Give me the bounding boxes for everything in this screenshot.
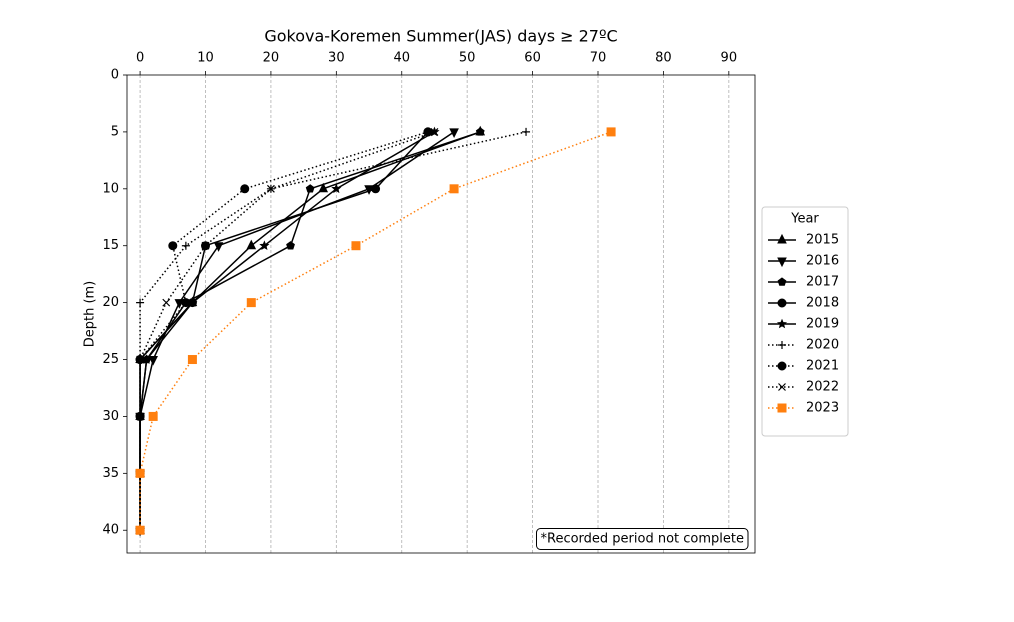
marker xyxy=(777,277,787,286)
legend-title: Year xyxy=(790,212,819,227)
legend-label: 2021 xyxy=(806,359,839,374)
annotation-box xyxy=(536,528,749,550)
series-line xyxy=(139,131,612,531)
y-axis-label: Depth (m) xyxy=(83,281,98,348)
marker xyxy=(187,355,197,365)
x-tick-label: 30 xyxy=(328,51,345,66)
marker xyxy=(181,241,190,250)
x-tick-label: 40 xyxy=(393,51,410,66)
marker xyxy=(213,242,224,252)
marker xyxy=(777,403,787,413)
marker xyxy=(246,298,256,308)
marker xyxy=(777,298,787,308)
y-tick-label: 0 xyxy=(111,68,119,83)
marker xyxy=(331,183,342,194)
marker xyxy=(606,127,616,137)
y-tick-label: 35 xyxy=(102,466,119,481)
series-line xyxy=(139,131,429,531)
marker xyxy=(778,383,786,391)
legend-label: 2016 xyxy=(806,254,839,269)
y-tick-label: 5 xyxy=(111,124,119,139)
x-tick-label: 90 xyxy=(721,51,738,66)
legend-label: 2018 xyxy=(806,296,839,311)
marker xyxy=(181,298,191,308)
annotation: *Recorded period not complete xyxy=(541,532,745,547)
plot-frame xyxy=(126,74,756,554)
x-tick-label: 10 xyxy=(197,51,214,66)
y-tick-label: 15 xyxy=(102,238,119,253)
marker xyxy=(174,299,185,309)
x-tick-label: 70 xyxy=(590,51,607,66)
legend-label: 2023 xyxy=(806,401,839,416)
marker xyxy=(778,341,786,349)
marker xyxy=(371,184,381,194)
y-tick-label: 40 xyxy=(102,523,119,538)
y-tick-label: 30 xyxy=(102,409,119,424)
marker xyxy=(423,127,433,137)
chart-title: Gokova-Koremen Summer(JAS) days ≥ 27ºC xyxy=(264,27,617,46)
marker xyxy=(522,127,531,136)
marker xyxy=(777,233,787,244)
marker xyxy=(246,239,257,250)
legend-label: 2019 xyxy=(806,317,839,332)
legend-label: 2015 xyxy=(806,233,839,248)
marker xyxy=(430,127,439,136)
marker xyxy=(475,127,485,136)
x-tick-label: 0 xyxy=(136,51,144,66)
marker xyxy=(148,356,158,366)
series-line xyxy=(139,131,527,531)
x-tick-label: 80 xyxy=(655,51,672,66)
marker xyxy=(305,184,315,193)
marker xyxy=(286,241,295,250)
marker xyxy=(135,468,145,478)
marker xyxy=(777,257,787,268)
marker xyxy=(351,241,361,251)
x-tick-label: 50 xyxy=(459,51,476,66)
x-tick-label: 60 xyxy=(524,51,541,66)
marker xyxy=(240,184,250,194)
series-line xyxy=(139,131,435,531)
marker xyxy=(776,318,788,329)
marker xyxy=(777,361,787,371)
marker xyxy=(162,298,171,307)
legend-label: 2022 xyxy=(806,380,839,395)
series-line xyxy=(139,131,429,531)
x-tick-label: 20 xyxy=(263,51,280,66)
marker xyxy=(201,241,210,250)
marker xyxy=(148,411,158,421)
marker xyxy=(168,241,178,251)
series-line xyxy=(139,131,455,531)
marker xyxy=(449,184,459,194)
marker xyxy=(136,412,145,421)
y-tick-label: 25 xyxy=(102,352,119,367)
y-tick-label: 20 xyxy=(102,295,119,310)
marker xyxy=(266,184,275,193)
series-line xyxy=(139,131,435,531)
marker xyxy=(449,128,459,139)
marker xyxy=(135,525,145,535)
legend-label: 2020 xyxy=(806,338,839,353)
marker xyxy=(136,355,145,364)
legend-frame xyxy=(761,206,849,437)
y-tick-label: 10 xyxy=(102,181,119,196)
marker xyxy=(318,182,329,193)
marker xyxy=(136,298,145,307)
marker xyxy=(259,240,270,251)
legend-label: 2017 xyxy=(806,275,839,290)
